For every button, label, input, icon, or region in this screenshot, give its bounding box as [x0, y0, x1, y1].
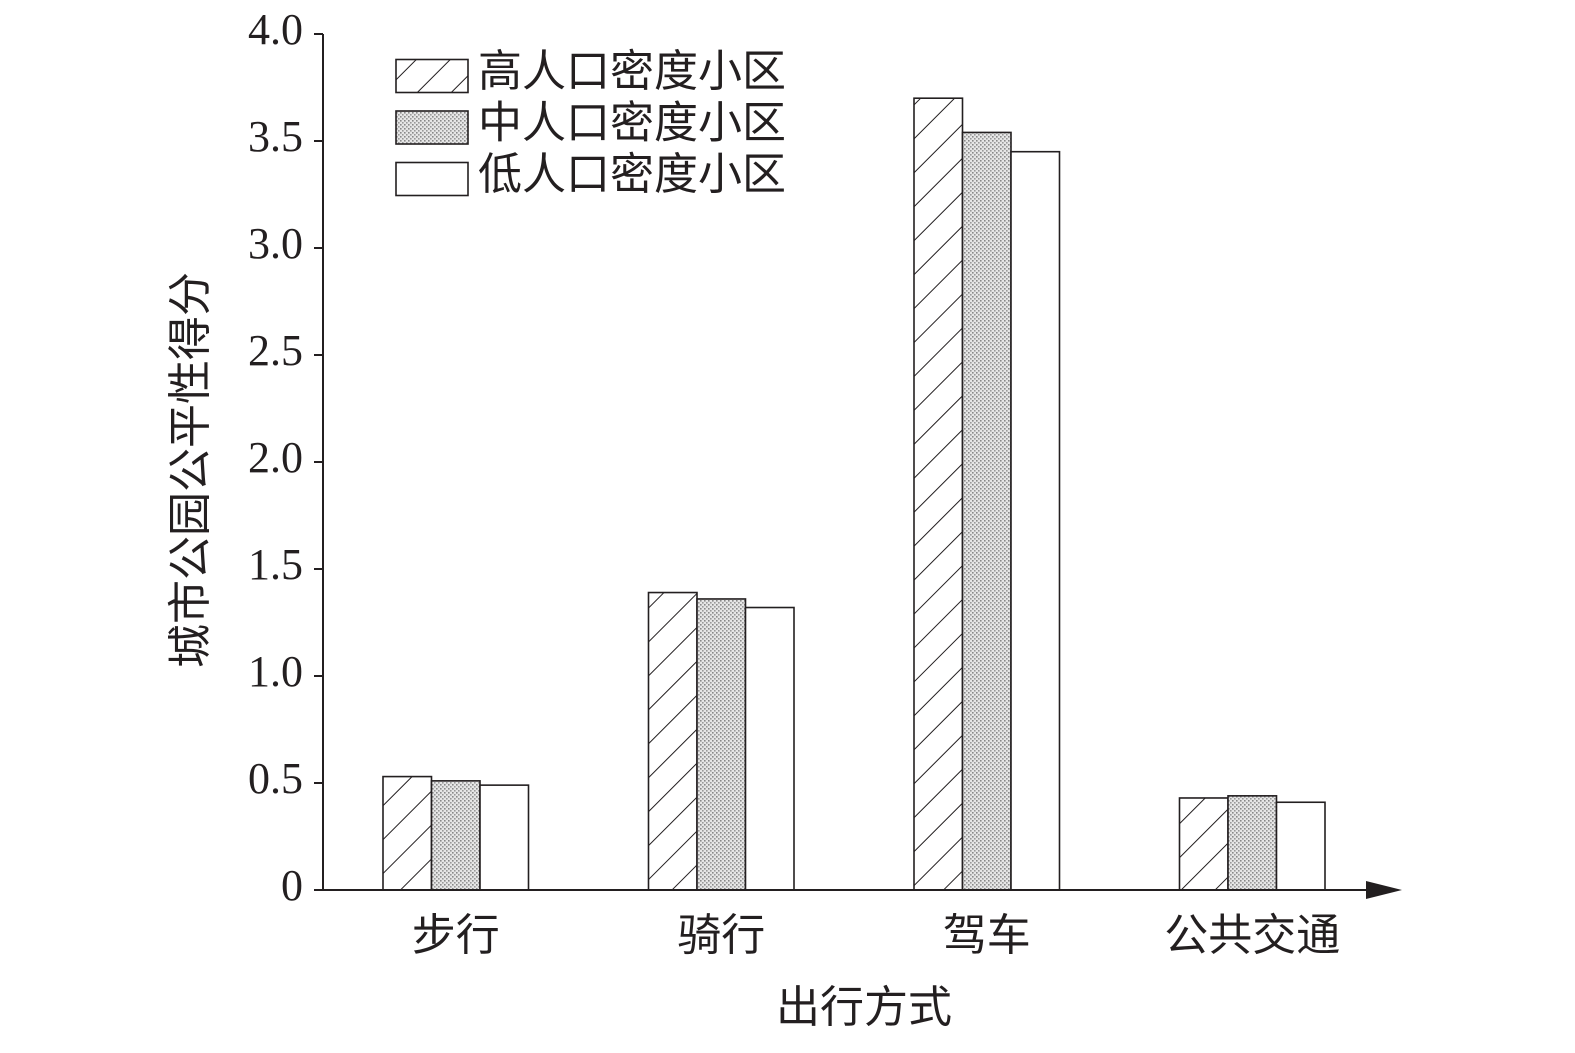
x-axis-label: 出行方式 — [776, 983, 952, 1032]
bar — [1010, 150, 1061, 891]
x-axis-arrow — [1366, 881, 1402, 899]
y-tick-label: 0.5 — [248, 754, 303, 803]
bar — [744, 606, 795, 891]
legend-label: 中人口密度小区 — [478, 99, 786, 148]
x-tick-label: 骑行 — [677, 911, 765, 960]
y-tick-label: 4.0 — [248, 5, 303, 54]
bar — [1275, 801, 1326, 891]
bar — [647, 591, 698, 891]
bar — [913, 97, 964, 891]
legend-label: 高人口密度小区 — [478, 47, 786, 96]
bar — [479, 784, 530, 891]
legend-swatch — [395, 110, 469, 145]
y-tick-label: 2.0 — [248, 433, 303, 482]
legend-swatch — [395, 161, 469, 197]
x-tick-label: 驾车 — [943, 911, 1031, 960]
x-tick-label: 步行 — [412, 911, 500, 960]
bar — [696, 598, 747, 891]
y-tick-label: 3.5 — [248, 112, 303, 161]
legend-label: 低人口密度小区 — [478, 150, 786, 199]
bar — [430, 780, 481, 891]
legend-swatch — [395, 58, 469, 94]
bar — [961, 131, 1012, 891]
bar — [382, 775, 433, 891]
y-tick-label: 2.5 — [248, 326, 303, 375]
y-tick-label: 1.0 — [248, 647, 303, 696]
y-axis-label: 城市公园公平性得分 — [166, 272, 215, 668]
y-tick-label: 1.5 — [248, 540, 303, 589]
bar — [1178, 797, 1229, 891]
bar — [1227, 795, 1278, 891]
x-tick-label: 公共交通 — [1164, 911, 1340, 960]
y-tick-label: 0 — [281, 861, 303, 910]
y-tick-label: 3.0 — [248, 219, 303, 268]
